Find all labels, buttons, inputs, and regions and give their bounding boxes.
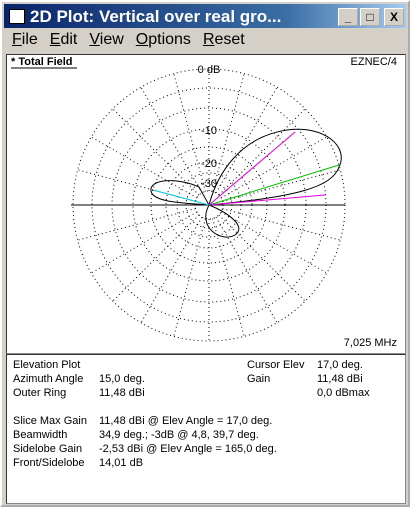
info-label: Beamwidth — [13, 429, 68, 441]
close-button[interactable]: X — [384, 8, 404, 26]
max-gain-line — [208, 164, 340, 206]
info-label: Sidelobe Gain — [13, 443, 83, 455]
ring-label: -10 — [201, 125, 217, 137]
info-value: 11,48 dBi @ Elev Angle = 17,0 deg. — [99, 415, 273, 427]
side-lobe — [150, 180, 210, 206]
main-lobe — [208, 128, 342, 206]
brand: EZNEC/4 — [351, 56, 397, 68]
info-value: 11,48 dBi — [317, 373, 363, 385]
grid-radial — [77, 208, 196, 241]
info-label: Azimuth Angle — [13, 373, 84, 385]
title-bar: 2D Plot: Vertical over real gro... _ □ X — [4, 4, 406, 28]
grid-radial — [90, 211, 198, 274]
grid-radial — [112, 214, 200, 302]
beamwidth-line — [208, 194, 326, 206]
grid-radial — [215, 216, 278, 324]
menu-item[interactable]: View — [89, 31, 124, 48]
grid-radial — [173, 73, 206, 192]
info-label: Gain — [247, 373, 271, 385]
info-label: Front/Sidelobe — [13, 457, 85, 469]
grid-radial — [218, 214, 306, 302]
polar-plot: * Total Field EZNEC/4 0 dB -10 -20 -30 7… — [11, 55, 397, 349]
info-value: 17,0 deg. — [317, 359, 363, 371]
info-value: 34,9 deg.; -3dB @ 4,8, 39,7 deg. — [99, 429, 259, 441]
info-heading: Elevation Plot — [13, 359, 81, 371]
grid-radial — [140, 86, 203, 194]
info-value: 11,48 dBi — [99, 387, 145, 399]
plot-area: * Total Field EZNEC/4 0 dB -10 -20 -30 7… — [6, 54, 406, 354]
beamwidth-line — [208, 131, 296, 206]
menu-bar: File Edit View Options Reset — [6, 31, 251, 53]
menu-item[interactable]: File — [12, 31, 38, 48]
app-icon — [9, 9, 25, 24]
minimize-button[interactable]: _ — [338, 8, 358, 26]
maximize-button[interactable]: □ — [360, 8, 380, 26]
info-value: 14,01 dB — [99, 457, 144, 469]
menu-item[interactable]: Reset — [202, 31, 245, 48]
info-label: Cursor Elev — [247, 359, 305, 371]
info-label: Outer Ring — [13, 387, 67, 399]
info-panel: Elevation Plot Azimuth Angle 15,0 deg. O… — [6, 354, 406, 504]
grid-radial — [220, 136, 328, 199]
grid-radial — [215, 86, 278, 194]
info-value: -2,53 dBi @ Elev Angle = 165,0 deg. — [99, 443, 277, 455]
label-bg — [201, 55, 231, 67]
info-value: 0,0 dBmax — [317, 387, 370, 399]
grid-radial — [90, 136, 198, 199]
grid-radial — [218, 108, 306, 196]
inner-lobe — [205, 204, 240, 238]
grid-radial — [212, 218, 245, 337]
plot-label: * Total Field — [11, 56, 73, 68]
info-value: 15,0 deg. — [99, 373, 145, 385]
grid-radial — [222, 208, 341, 241]
ring-label: -20 — [201, 158, 217, 170]
grid-radial — [212, 73, 245, 192]
grid-radial — [112, 108, 200, 196]
menu-item[interactable]: Options — [135, 31, 191, 48]
ring-label: -30 — [201, 178, 217, 190]
frequency: 7,025 MHz — [344, 337, 397, 349]
grid-radial — [173, 218, 206, 337]
info-label: Slice Max Gain — [13, 415, 87, 427]
grid-radial — [220, 211, 328, 274]
grid-radial — [222, 169, 341, 202]
menu-item[interactable]: Edit — [49, 31, 78, 48]
sidelobe-line — [152, 189, 210, 206]
window-title: 2D Plot: Vertical over real gro... — [30, 7, 282, 26]
grid-radial — [140, 216, 203, 324]
ring-label: 0 dB — [198, 64, 221, 76]
